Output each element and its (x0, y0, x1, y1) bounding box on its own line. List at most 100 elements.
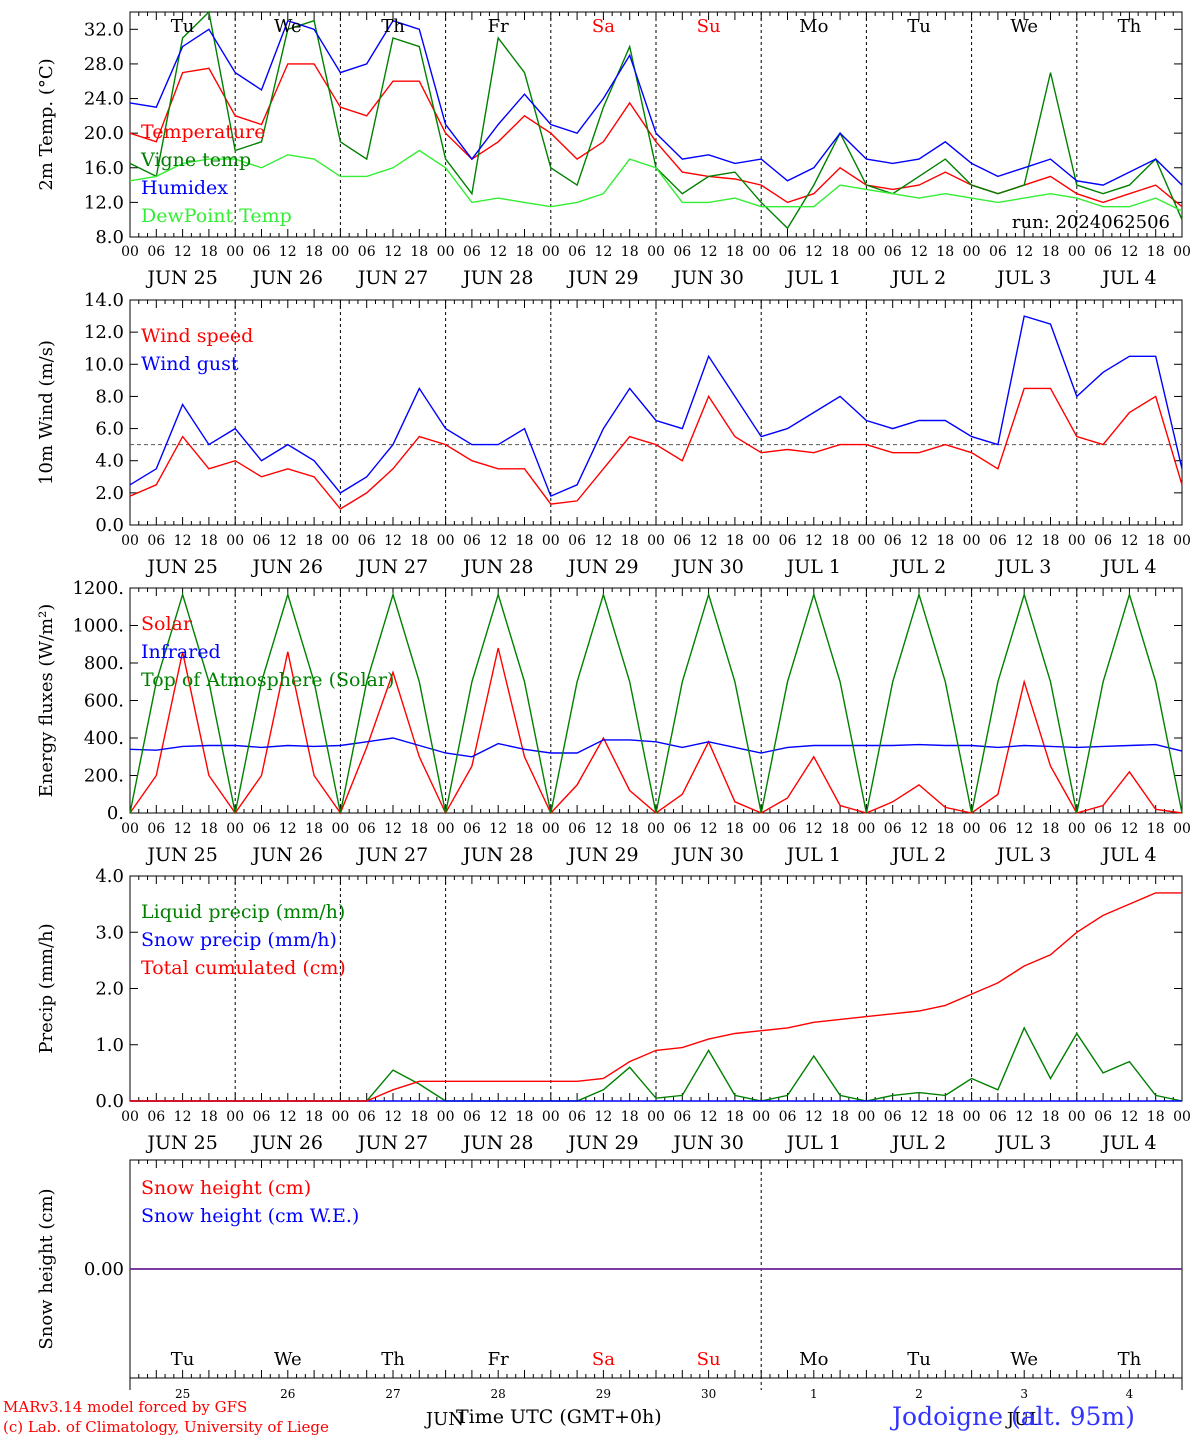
hour-label: 00 (331, 244, 349, 260)
hour-label: 06 (1094, 821, 1112, 837)
hour-label: 12 (700, 821, 718, 837)
day-number-label: 28 (491, 1387, 506, 1401)
hour-label: 00 (1068, 533, 1086, 549)
weekday-label: Tu (907, 1349, 931, 1370)
hour-label: 06 (884, 1109, 902, 1125)
panel-frame-temperature (129, 11, 1183, 238)
hour-label: 18 (936, 821, 954, 837)
hour-label: 18 (305, 533, 323, 549)
hour-label: 18 (936, 1109, 954, 1125)
hour-label: 06 (673, 821, 691, 837)
date-label: JUN 26 (251, 556, 323, 578)
y-tick-label: 0. (107, 803, 124, 824)
y-tick-label: 1200. (72, 578, 124, 599)
hour-label: 06 (568, 1109, 586, 1125)
legend-entry: Total cumulated (cm) (141, 957, 346, 979)
hour-label: 12 (279, 533, 297, 549)
hour-label: 18 (516, 1109, 534, 1125)
hour-label: 06 (253, 533, 271, 549)
weekday-label: Tu (171, 1349, 195, 1370)
month-label: JUL (1005, 1409, 1041, 1430)
day-number-label: 27 (385, 1387, 400, 1401)
series-line-wind-gust (129, 315, 1183, 498)
hour-label: 18 (1147, 533, 1165, 549)
y-tick-label: 20.0 (84, 123, 124, 144)
date-label: JUL 2 (890, 267, 946, 289)
hour-label: 00 (963, 821, 981, 837)
hour-label: 06 (1094, 533, 1112, 549)
y-tick-label: 1000. (72, 616, 124, 637)
weekday-label: Th (1118, 16, 1142, 37)
weekday-label: Fr (488, 1349, 509, 1370)
hour-label: 18 (305, 821, 323, 837)
y-axis-label: Precip (mm/h) (36, 923, 57, 1053)
hour-label: 12 (384, 533, 402, 549)
legend-entry: Vigne temp (140, 149, 251, 171)
hour-label: 12 (174, 821, 192, 837)
series-line-total-cumulated-cm- (130, 892, 1182, 1102)
hour-label: 00 (542, 533, 560, 549)
y-tick-label: 4.0 (95, 866, 124, 887)
legend-entry: Wind gust (141, 353, 239, 375)
date-label: JUN 27 (356, 1132, 428, 1154)
series-line-wind-speed (129, 387, 1183, 510)
hour-label: 18 (936, 244, 954, 260)
hour-label: 12 (805, 821, 823, 837)
hour-label: 12 (384, 821, 402, 837)
day-number-label: 26 (280, 1387, 295, 1401)
date-label: JUN 28 (461, 556, 533, 578)
date-label: JUN 26 (251, 844, 323, 866)
hour-label: 06 (568, 533, 586, 549)
y-tick-label: 8.0 (95, 227, 124, 248)
hour-label: 00 (752, 821, 770, 837)
hour-label: 12 (489, 244, 507, 260)
date-label: JUN 30 (671, 267, 743, 289)
series-line-top-of-atmosphere-solar- (129, 592, 1183, 814)
series-line-dewpoint-temp (129, 149, 1183, 212)
hour-label: 00 (647, 1109, 665, 1125)
hour-label: 18 (200, 821, 218, 837)
hour-label: 12 (594, 533, 612, 549)
date-label: JUN 27 (356, 267, 428, 289)
date-label: JUN 27 (356, 844, 428, 866)
hour-label: 00 (1068, 244, 1086, 260)
hour-label: 06 (147, 533, 165, 549)
hour-label: 00 (963, 1109, 981, 1125)
hour-label: 12 (1120, 1109, 1138, 1125)
weekday-label: Th (381, 1349, 405, 1370)
hour-label: 12 (1120, 533, 1138, 549)
hour-label: 12 (489, 1109, 507, 1125)
hour-label: 18 (410, 244, 428, 260)
location-label: Jodoigne (alt. 95m) (892, 1402, 1135, 1431)
y-tick-label: 0.00 (84, 1259, 124, 1280)
date-label: JUN 29 (566, 556, 638, 578)
hour-label: 06 (147, 244, 165, 260)
hour-label: 00 (226, 1109, 244, 1125)
y-tick-label: 3.0 (95, 922, 124, 943)
hour-label: 00 (121, 821, 139, 837)
hour-label: 06 (884, 244, 902, 260)
date-label: JUN 30 (671, 556, 743, 578)
hour-label: 00 (1173, 533, 1191, 549)
y-tick-label: 0.0 (95, 1091, 124, 1112)
hour-label: 06 (1094, 1109, 1112, 1125)
hour-label: 06 (989, 821, 1007, 837)
hour-label: 18 (1042, 821, 1060, 837)
hour-label: 12 (1120, 244, 1138, 260)
date-label: JUL 2 (890, 1132, 946, 1154)
hour-label: 06 (989, 244, 1007, 260)
weekday-label: Su (697, 1349, 721, 1370)
series-line-infrared (129, 737, 1183, 758)
hour-label: 12 (594, 821, 612, 837)
hour-label: 00 (437, 821, 455, 837)
date-label: JUN 28 (461, 1132, 533, 1154)
hour-label: 18 (621, 244, 639, 260)
weekday-label: We (1010, 1349, 1038, 1370)
hour-label: 06 (147, 1109, 165, 1125)
hour-label: 12 (1015, 821, 1033, 837)
day-number-label: 4 (1126, 1387, 1134, 1401)
hour-label: 00 (331, 533, 349, 549)
hour-label: 06 (989, 533, 1007, 549)
day-number-label: 2 (915, 1387, 923, 1401)
hour-label: 06 (1094, 244, 1112, 260)
